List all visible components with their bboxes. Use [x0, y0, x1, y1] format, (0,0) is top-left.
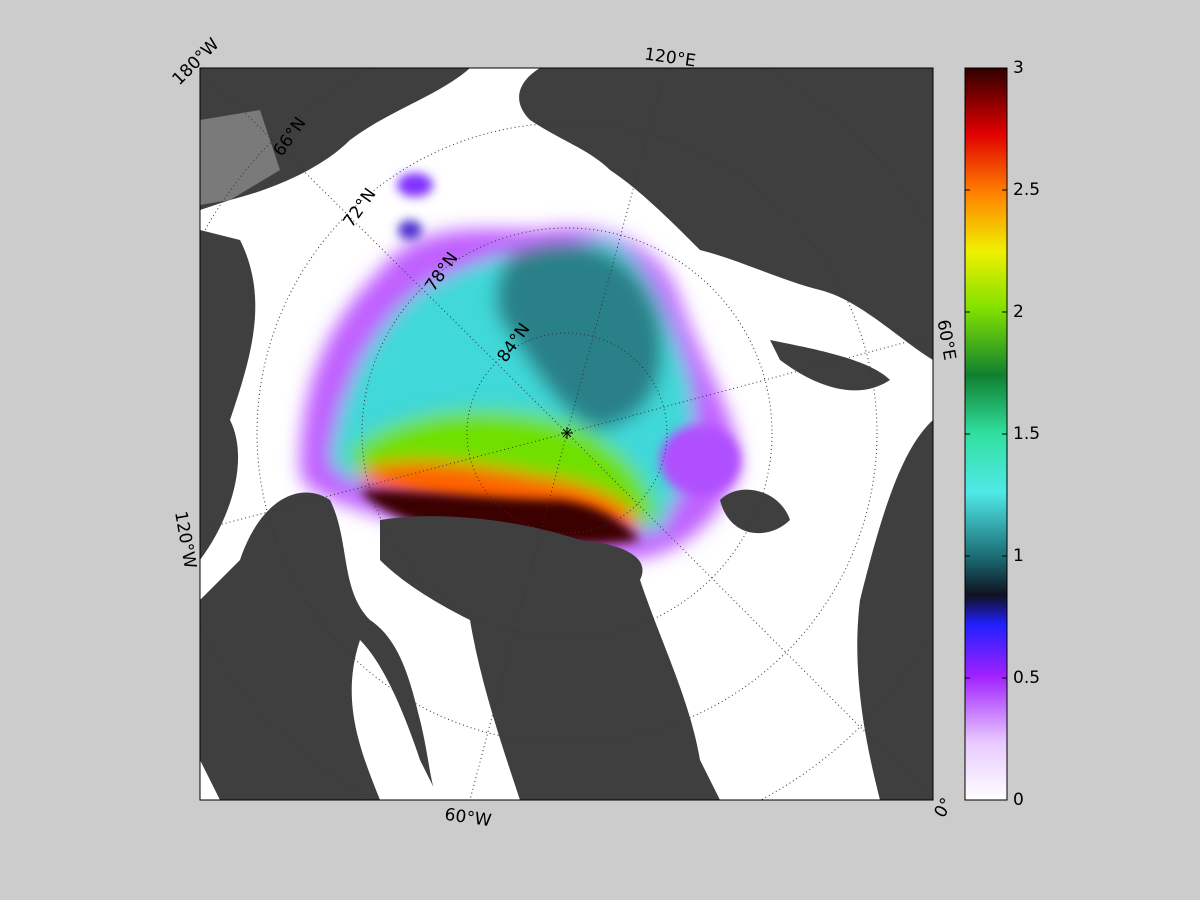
map [200, 68, 933, 800]
colorbar-tick-label: 0 [1013, 790, 1024, 810]
colorbar [964, 67, 1008, 801]
ice-field [300, 227, 740, 560]
graticule [200, 68, 933, 800]
channel [200, 640, 440, 800]
meridian-label: 60°E [933, 318, 960, 362]
colorbar-tick-label: 2 [1013, 302, 1024, 322]
colorbar-tick-label: 2.5 [1013, 180, 1040, 200]
land [200, 230, 256, 560]
map-frame [199, 67, 934, 801]
meridian-label: 60°W [443, 805, 492, 831]
land [519, 68, 933, 360]
colorbar-tick-label: 1.5 [1013, 424, 1040, 444]
land-shade [200, 110, 280, 205]
land [857, 420, 933, 800]
meridian-label: 120°W [170, 510, 200, 571]
meridian-label: 0° [931, 795, 958, 822]
land [720, 489, 790, 534]
colorbar-tick-label: 1 [1013, 546, 1024, 566]
colorbar-tick-label: 3 [1013, 58, 1024, 78]
land [380, 516, 720, 800]
land [770, 340, 890, 391]
meridian-label: 120°E [643, 44, 697, 71]
colorbar-tick-label: 0.5 [1013, 668, 1040, 688]
pole-marker [561, 427, 573, 439]
